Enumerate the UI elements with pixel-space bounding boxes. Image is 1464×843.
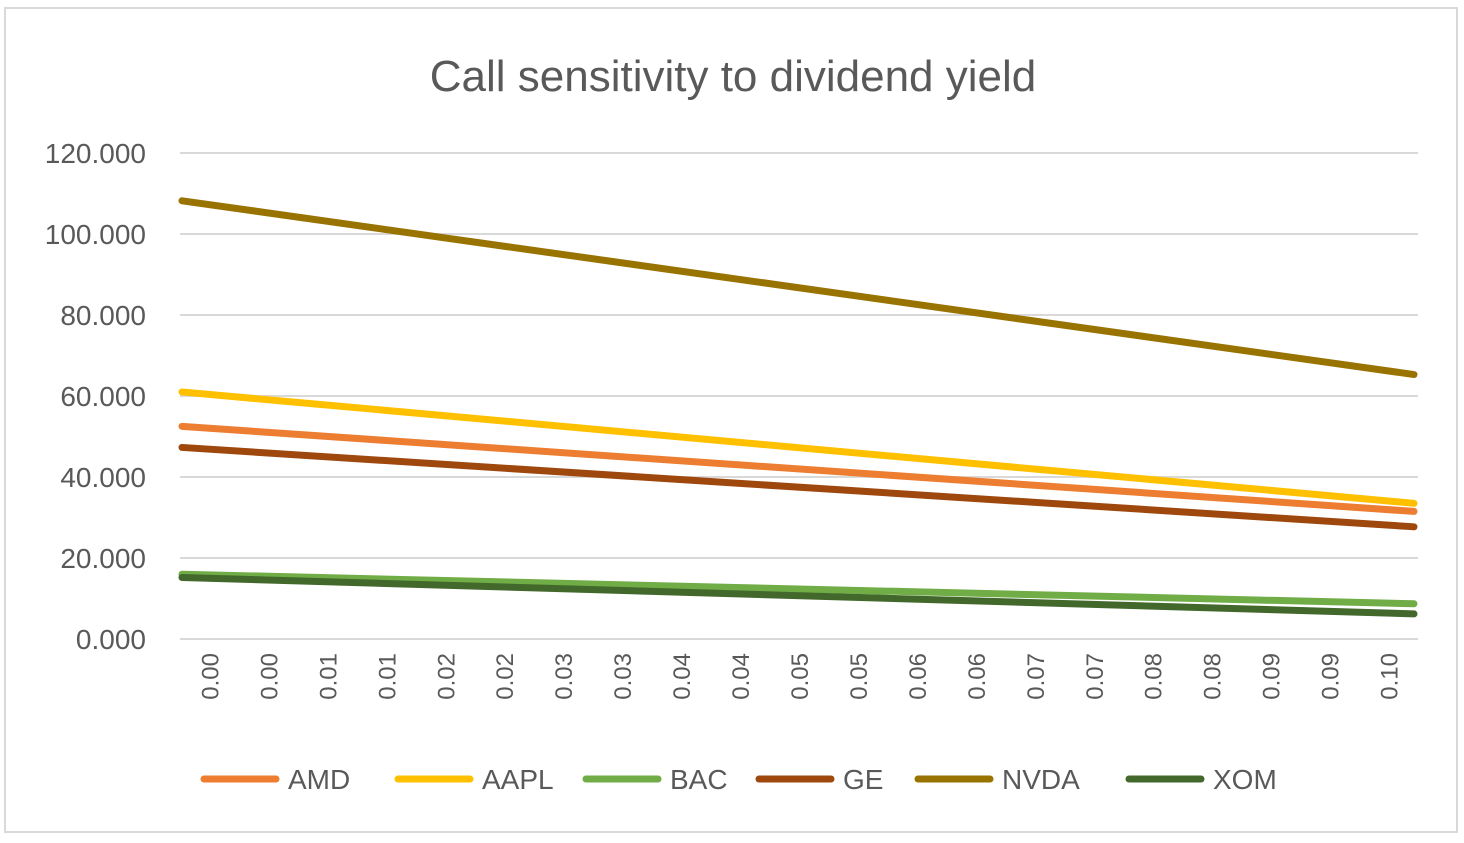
x-tick-label: 0.06 [964,653,991,700]
x-tick-label: 0.02 [492,653,519,700]
y-axis-ticks: 0.000 20.000 40.000 60.000 80.000 100.000 120.… [45,138,146,655]
y-tick-label: 0.000 [76,624,146,655]
series-line-aapl [178,388,1418,507]
y-tick-label: 40.000 [60,462,146,493]
y-tick-label: 100.000 [45,219,146,250]
x-tick-label: 0.04 [728,653,755,700]
legend: AMD AAPL BAC GE NVDA XOM [200,764,1277,795]
x-axis-ticks: 0.00 0.00 0.01 0.01 0.02 0.02 0.03 0.03 0.04 0.04… [197,653,1403,700]
y-tick-label: 80.000 [60,300,146,331]
legend-item-ge: GE [755,764,883,795]
legend-item-amd: AMD [200,764,350,795]
x-tick-label: 0.10 [1377,653,1404,700]
legend-label: GE [843,764,883,795]
x-tick-label: 0.03 [551,653,578,700]
legend-item-nvda: NVDA [914,764,1080,795]
y-tick-label: 20.000 [60,543,146,574]
series-line-nvda [178,197,1418,379]
x-tick-label: 0.09 [1318,653,1345,700]
legend-item-aapl: AAPL [394,764,554,795]
legend-item-xom: XOM [1125,764,1277,795]
series-lines [178,197,1418,618]
series-line-bac [178,570,1418,608]
x-tick-label: 0.05 [787,653,814,700]
x-tick-label: 0.02 [433,653,460,700]
y-tick-label: 60.000 [60,381,146,412]
legend-label: NVDA [1002,764,1080,795]
x-tick-label: 0.08 [1200,653,1227,700]
legend-item-bac: BAC [582,764,728,795]
y-tick-label: 120.000 [45,138,146,169]
x-tick-label: 0.04 [669,653,696,700]
series-line-ge [178,443,1418,531]
x-tick-label: 0.07 [1023,653,1050,700]
legend-label: XOM [1213,764,1277,795]
series-line-xom [178,573,1418,618]
legend-label: AAPL [482,764,554,795]
x-tick-label: 0.08 [1141,653,1168,700]
grid [180,152,1418,640]
x-tick-label: 0.05 [846,653,873,700]
x-tick-label: 0.01 [315,653,342,700]
chart-title: Call sensitivity to dividend yield [430,52,1037,101]
legend-label: BAC [670,764,728,795]
x-tick-label: 0.06 [905,653,932,700]
legend-label: AMD [288,764,350,795]
x-tick-label: 0.03 [610,653,637,700]
x-tick-label: 0.00 [197,653,224,700]
x-tick-label: 0.00 [256,653,283,700]
series-line-amd [178,422,1418,515]
x-tick-label: 0.07 [1082,653,1109,700]
x-tick-label: 0.01 [374,653,401,700]
chart-frame: Call sensitivity to dividend yield 0.000… [4,7,1458,833]
chart-svg: Call sensitivity to dividend yield 0.000… [45,52,1418,795]
x-tick-label: 0.09 [1259,653,1286,700]
